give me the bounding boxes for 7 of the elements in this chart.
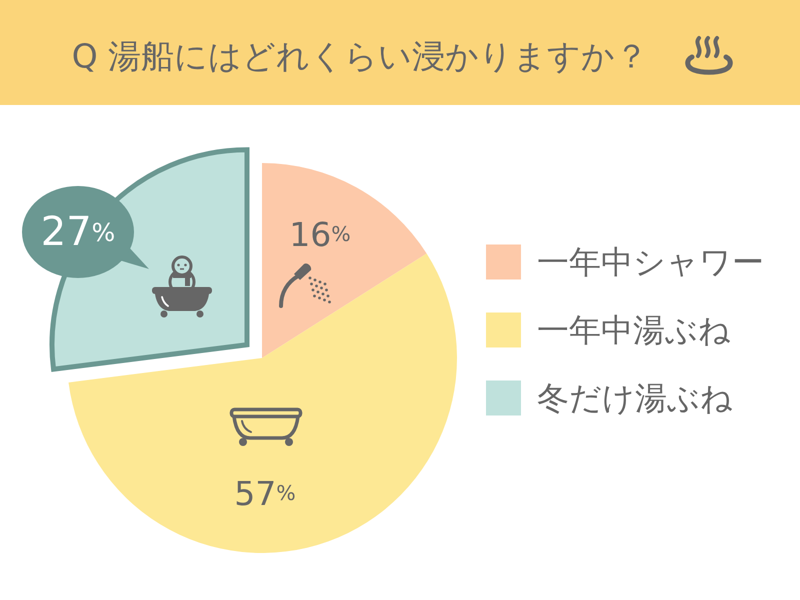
data-label: 16%	[289, 214, 351, 254]
legend-label: 一年中シャワー	[537, 243, 764, 281]
data-label: 27%	[40, 209, 116, 255]
legend-label: 冬だけ湯ぶね	[537, 379, 733, 417]
chart-title: Q 湯船にはどれくらい浸かりますか？	[72, 36, 648, 76]
legend-label: 一年中湯ぶね	[537, 311, 731, 349]
data-label: 57%	[234, 474, 296, 512]
